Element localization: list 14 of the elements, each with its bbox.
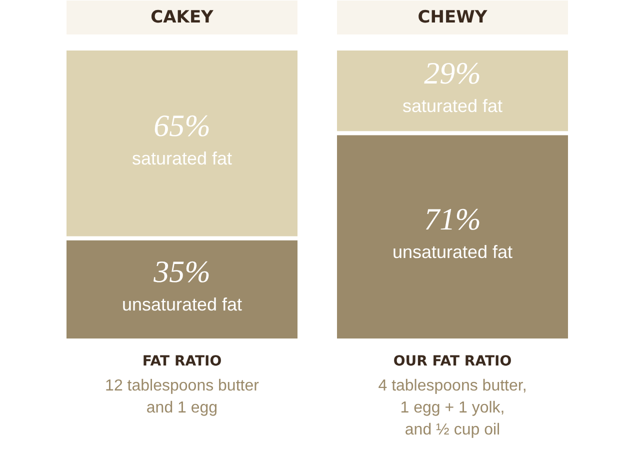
series-label: saturated fat (402, 96, 503, 116)
text: unsaturated fat (392, 242, 513, 262)
data-label: 29% (424, 55, 481, 90)
x-tick-label: CHEWY (418, 8, 488, 28)
series-label: unsaturated fat (122, 294, 242, 314)
text: saturated fat (132, 148, 232, 168)
text: OUR FAT RATIO (393, 354, 512, 370)
text: 4 tablespoons butter, 1 egg + 1 yolk, and ½ cup oil (378, 378, 527, 439)
text: 12 tablespoons butter and 1 egg (105, 378, 260, 417)
data-label: 71% (424, 201, 481, 236)
data-label: 65% (154, 108, 210, 143)
data-label: 35% (152, 254, 210, 289)
text: FAT RATIO (142, 354, 222, 370)
x-tick-label: CAKEY (150, 8, 214, 28)
